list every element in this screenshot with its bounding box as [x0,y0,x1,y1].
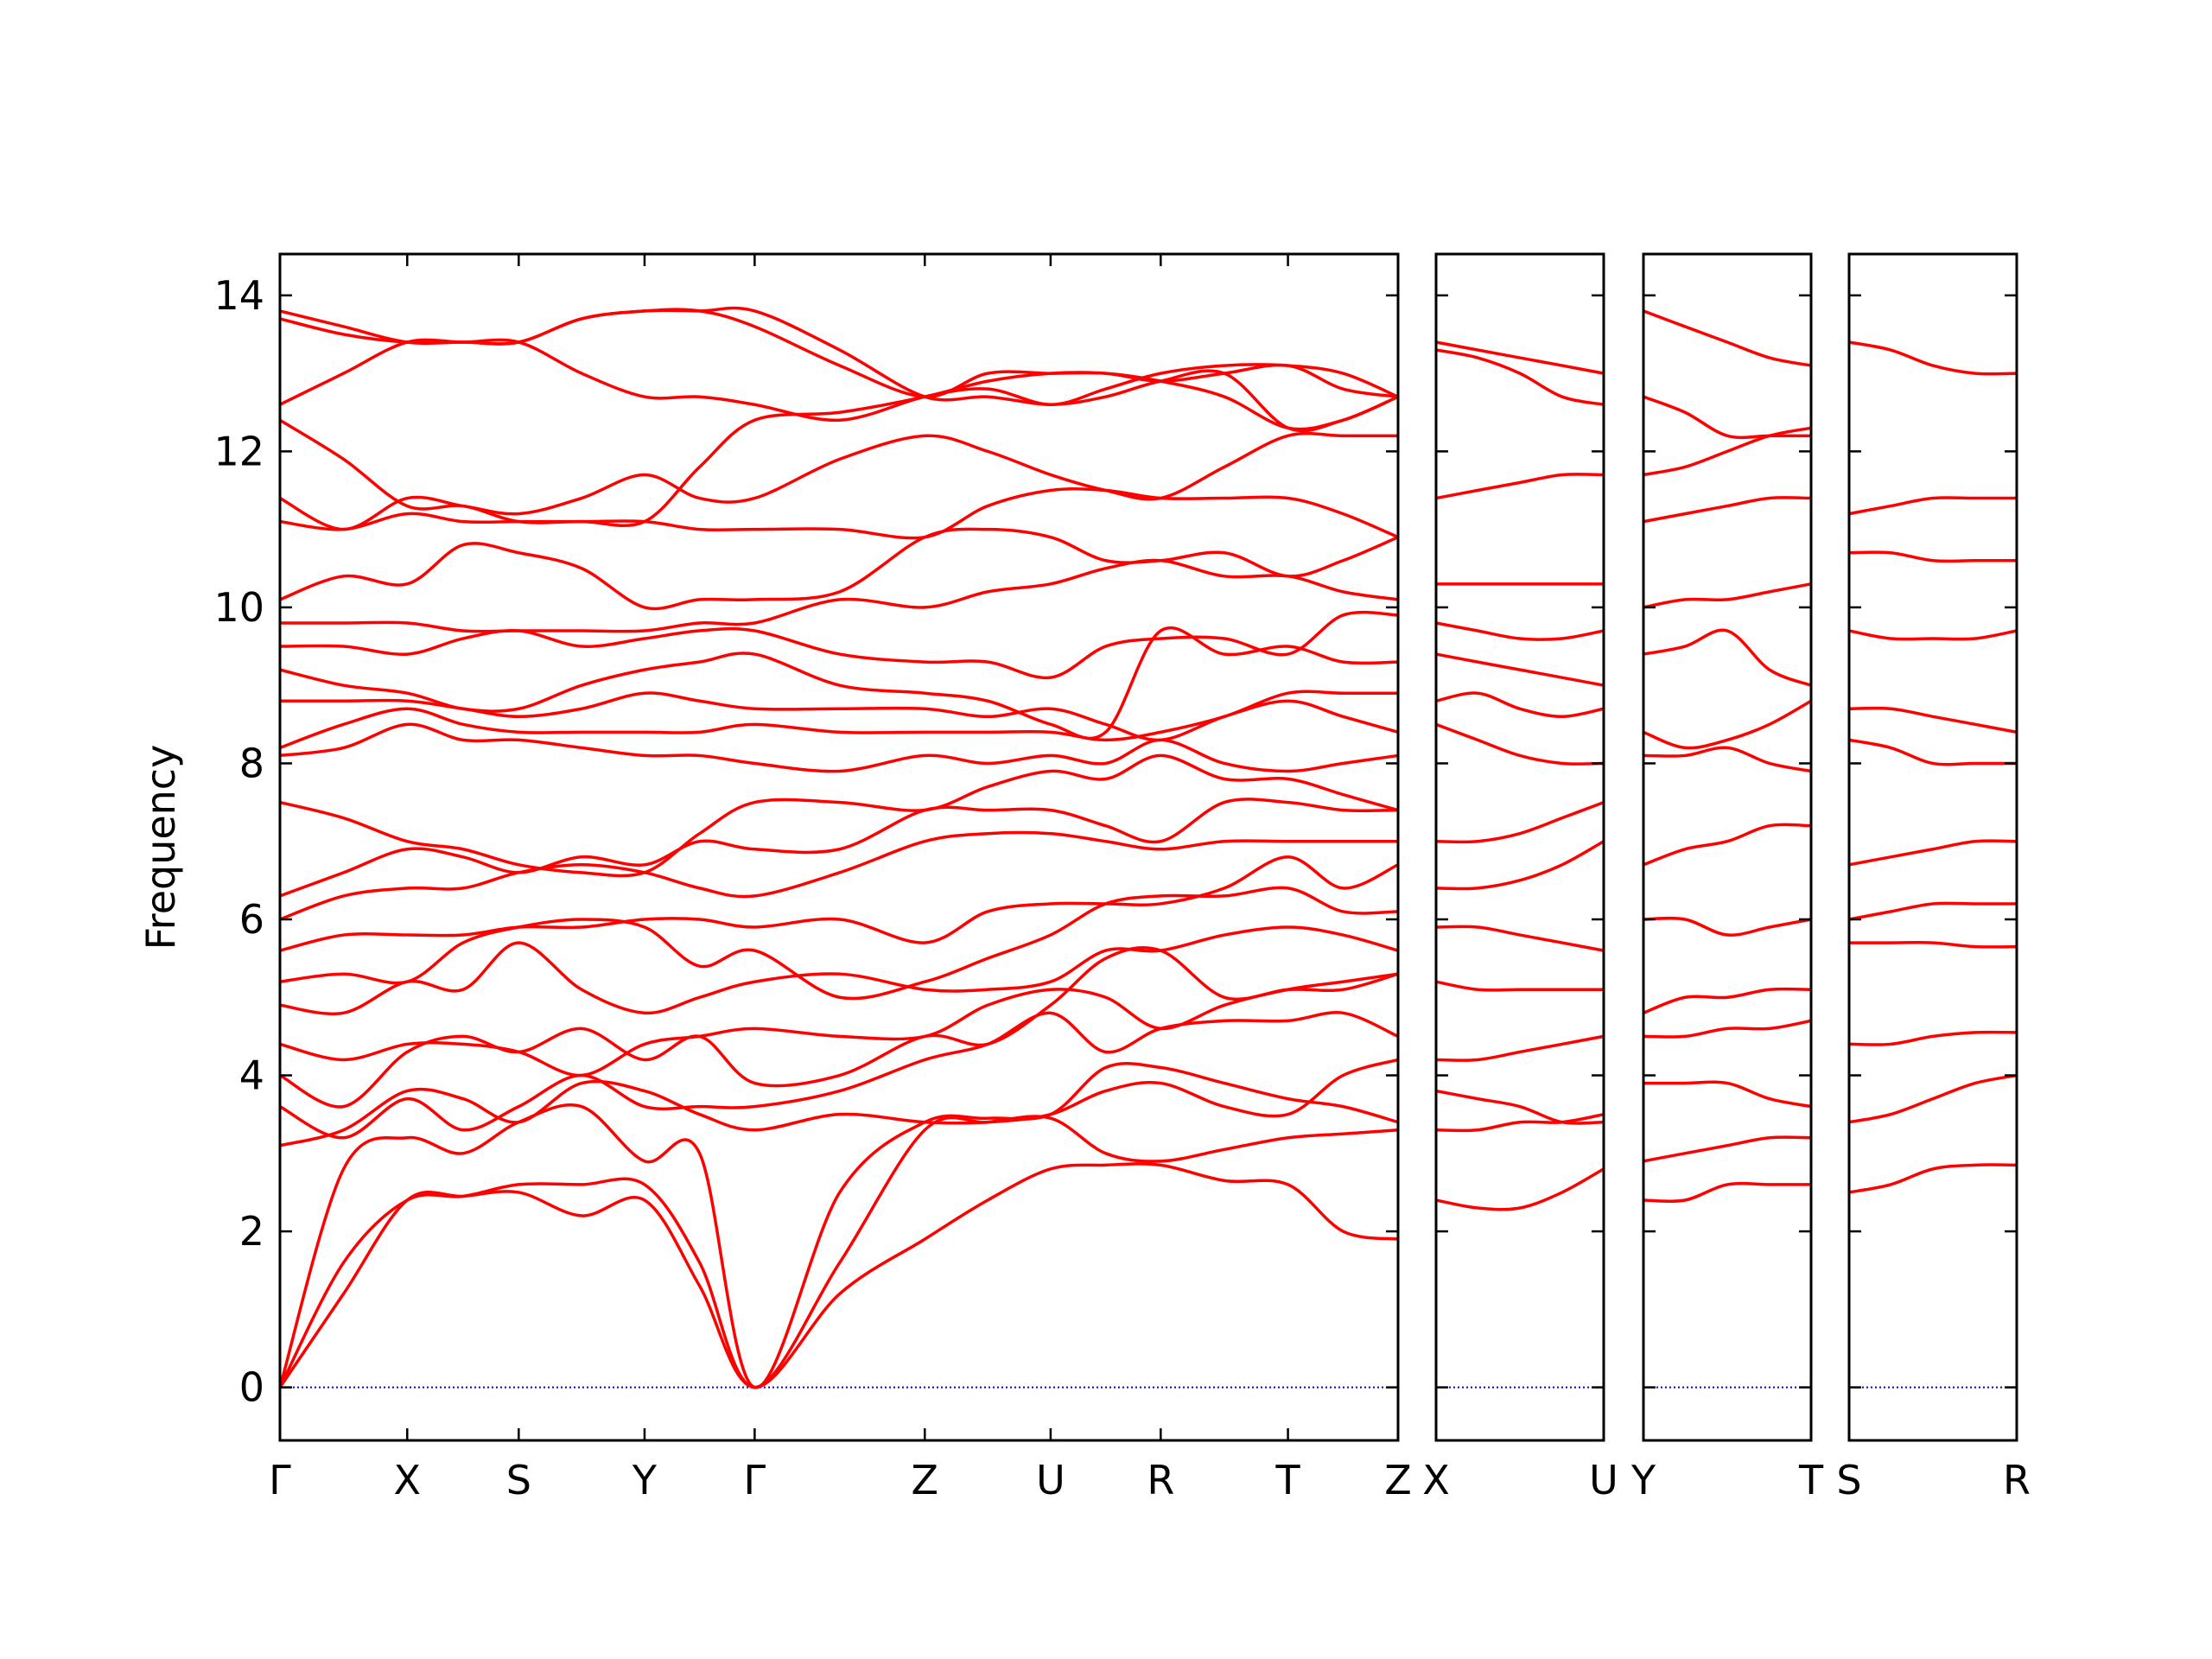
band-line [279,830,1398,921]
band-line [279,487,1399,540]
plot-frame [1434,252,1605,1442]
band-line [1435,925,1605,952]
band-line [279,1011,1399,1140]
y-tick-label: 6 [239,896,264,943]
y-tick-label: 0 [239,1364,264,1411]
x-tick-label: R [2003,1457,2031,1503]
band-line [1848,550,2017,563]
x-tick-label: R [1147,1457,1174,1503]
x-tick-label: X [1422,1457,1450,1503]
band-line [1435,621,1605,641]
y-tick-label: 12 [213,428,264,474]
band-line [1435,691,1605,719]
band-line [279,798,1399,898]
band-line [279,527,1399,611]
band-line [1643,496,1812,524]
band-line [1643,1181,1811,1204]
band-line [279,558,1399,633]
band-line [279,753,1399,878]
y-tick-label: 10 [213,584,264,631]
band-line [1643,309,1812,367]
x-tick-label: Y [632,1457,658,1503]
band-line [1848,340,2018,376]
band-line [1848,839,2018,867]
band-line [1849,941,2018,949]
x-tick-label: T [1798,1457,1824,1503]
band-line [1435,722,1605,766]
x-tick-label: Y [1630,1457,1656,1503]
y-tick-label: 4 [239,1052,264,1099]
x-tick-label: S [1836,1457,1861,1503]
band-line [1643,1019,1812,1039]
band-line [1643,823,1812,867]
band-line [1435,980,1604,992]
band-line [278,1062,1399,1389]
y-axis-label: Frequency [137,745,184,950]
band-line [1643,426,1812,477]
band-line [1848,738,2017,766]
y-tick-label: 14 [213,272,264,319]
band-line [279,855,1399,952]
x-tick-label: S [506,1457,531,1503]
band-line [279,610,1399,680]
band-line [1848,629,2018,641]
band-line [1435,840,1605,891]
x-tick-label: U [1036,1457,1065,1503]
band-line [1643,582,1812,609]
x-tick-label: T [1275,1457,1301,1503]
band-line [1848,1030,2018,1046]
band-line [1643,1080,1812,1109]
band-line [279,338,1399,423]
x-tick-label: Γ [744,1457,766,1503]
band-line [1643,916,1812,937]
band-line [279,1058,1399,1147]
band-line [1435,1112,1605,1133]
x-tick-label: X [394,1457,422,1503]
band-line [279,306,1399,433]
band-line [1435,473,1605,500]
x-tick-label: U [1589,1457,1618,1503]
band-line [279,431,1398,531]
band-line [279,925,1399,1016]
band-line [1643,987,1812,1014]
plot-frame [1847,252,2018,1442]
band-line [279,690,1398,750]
band-line [279,371,1399,528]
band-line [1643,699,1812,750]
band-line [279,722,1399,773]
band-line [1848,496,2017,516]
y-tick-label: 8 [239,740,264,786]
band-line [1848,706,2018,734]
band-line [1435,800,1605,844]
band-line [1435,348,1605,406]
band-line [278,1115,1399,1389]
band-line [279,886,1399,1001]
x-tick-label: Z [1384,1457,1412,1503]
band-line [1435,652,1605,687]
band-line [279,626,1399,741]
band-line [279,946,1399,1109]
x-tick-label: Z [912,1457,939,1503]
band-line [1848,901,2017,921]
band-line [1643,395,1811,440]
band-line [1848,1073,2018,1124]
plot-frame [278,252,1400,1442]
band-line [1435,1089,1605,1125]
band-line [279,972,1399,1077]
band-line [1643,1135,1812,1163]
band-line [1643,628,1812,687]
plot-frame [1642,252,1813,1442]
x-tick-label: Γ [269,1457,291,1503]
band-line [1435,340,1605,375]
band-line [1848,1163,2018,1194]
y-tick-label: 2 [239,1208,264,1255]
band-line [1435,1167,1605,1211]
band-line [1435,1034,1605,1062]
band-line [279,308,1399,398]
band-line [1643,746,1812,773]
